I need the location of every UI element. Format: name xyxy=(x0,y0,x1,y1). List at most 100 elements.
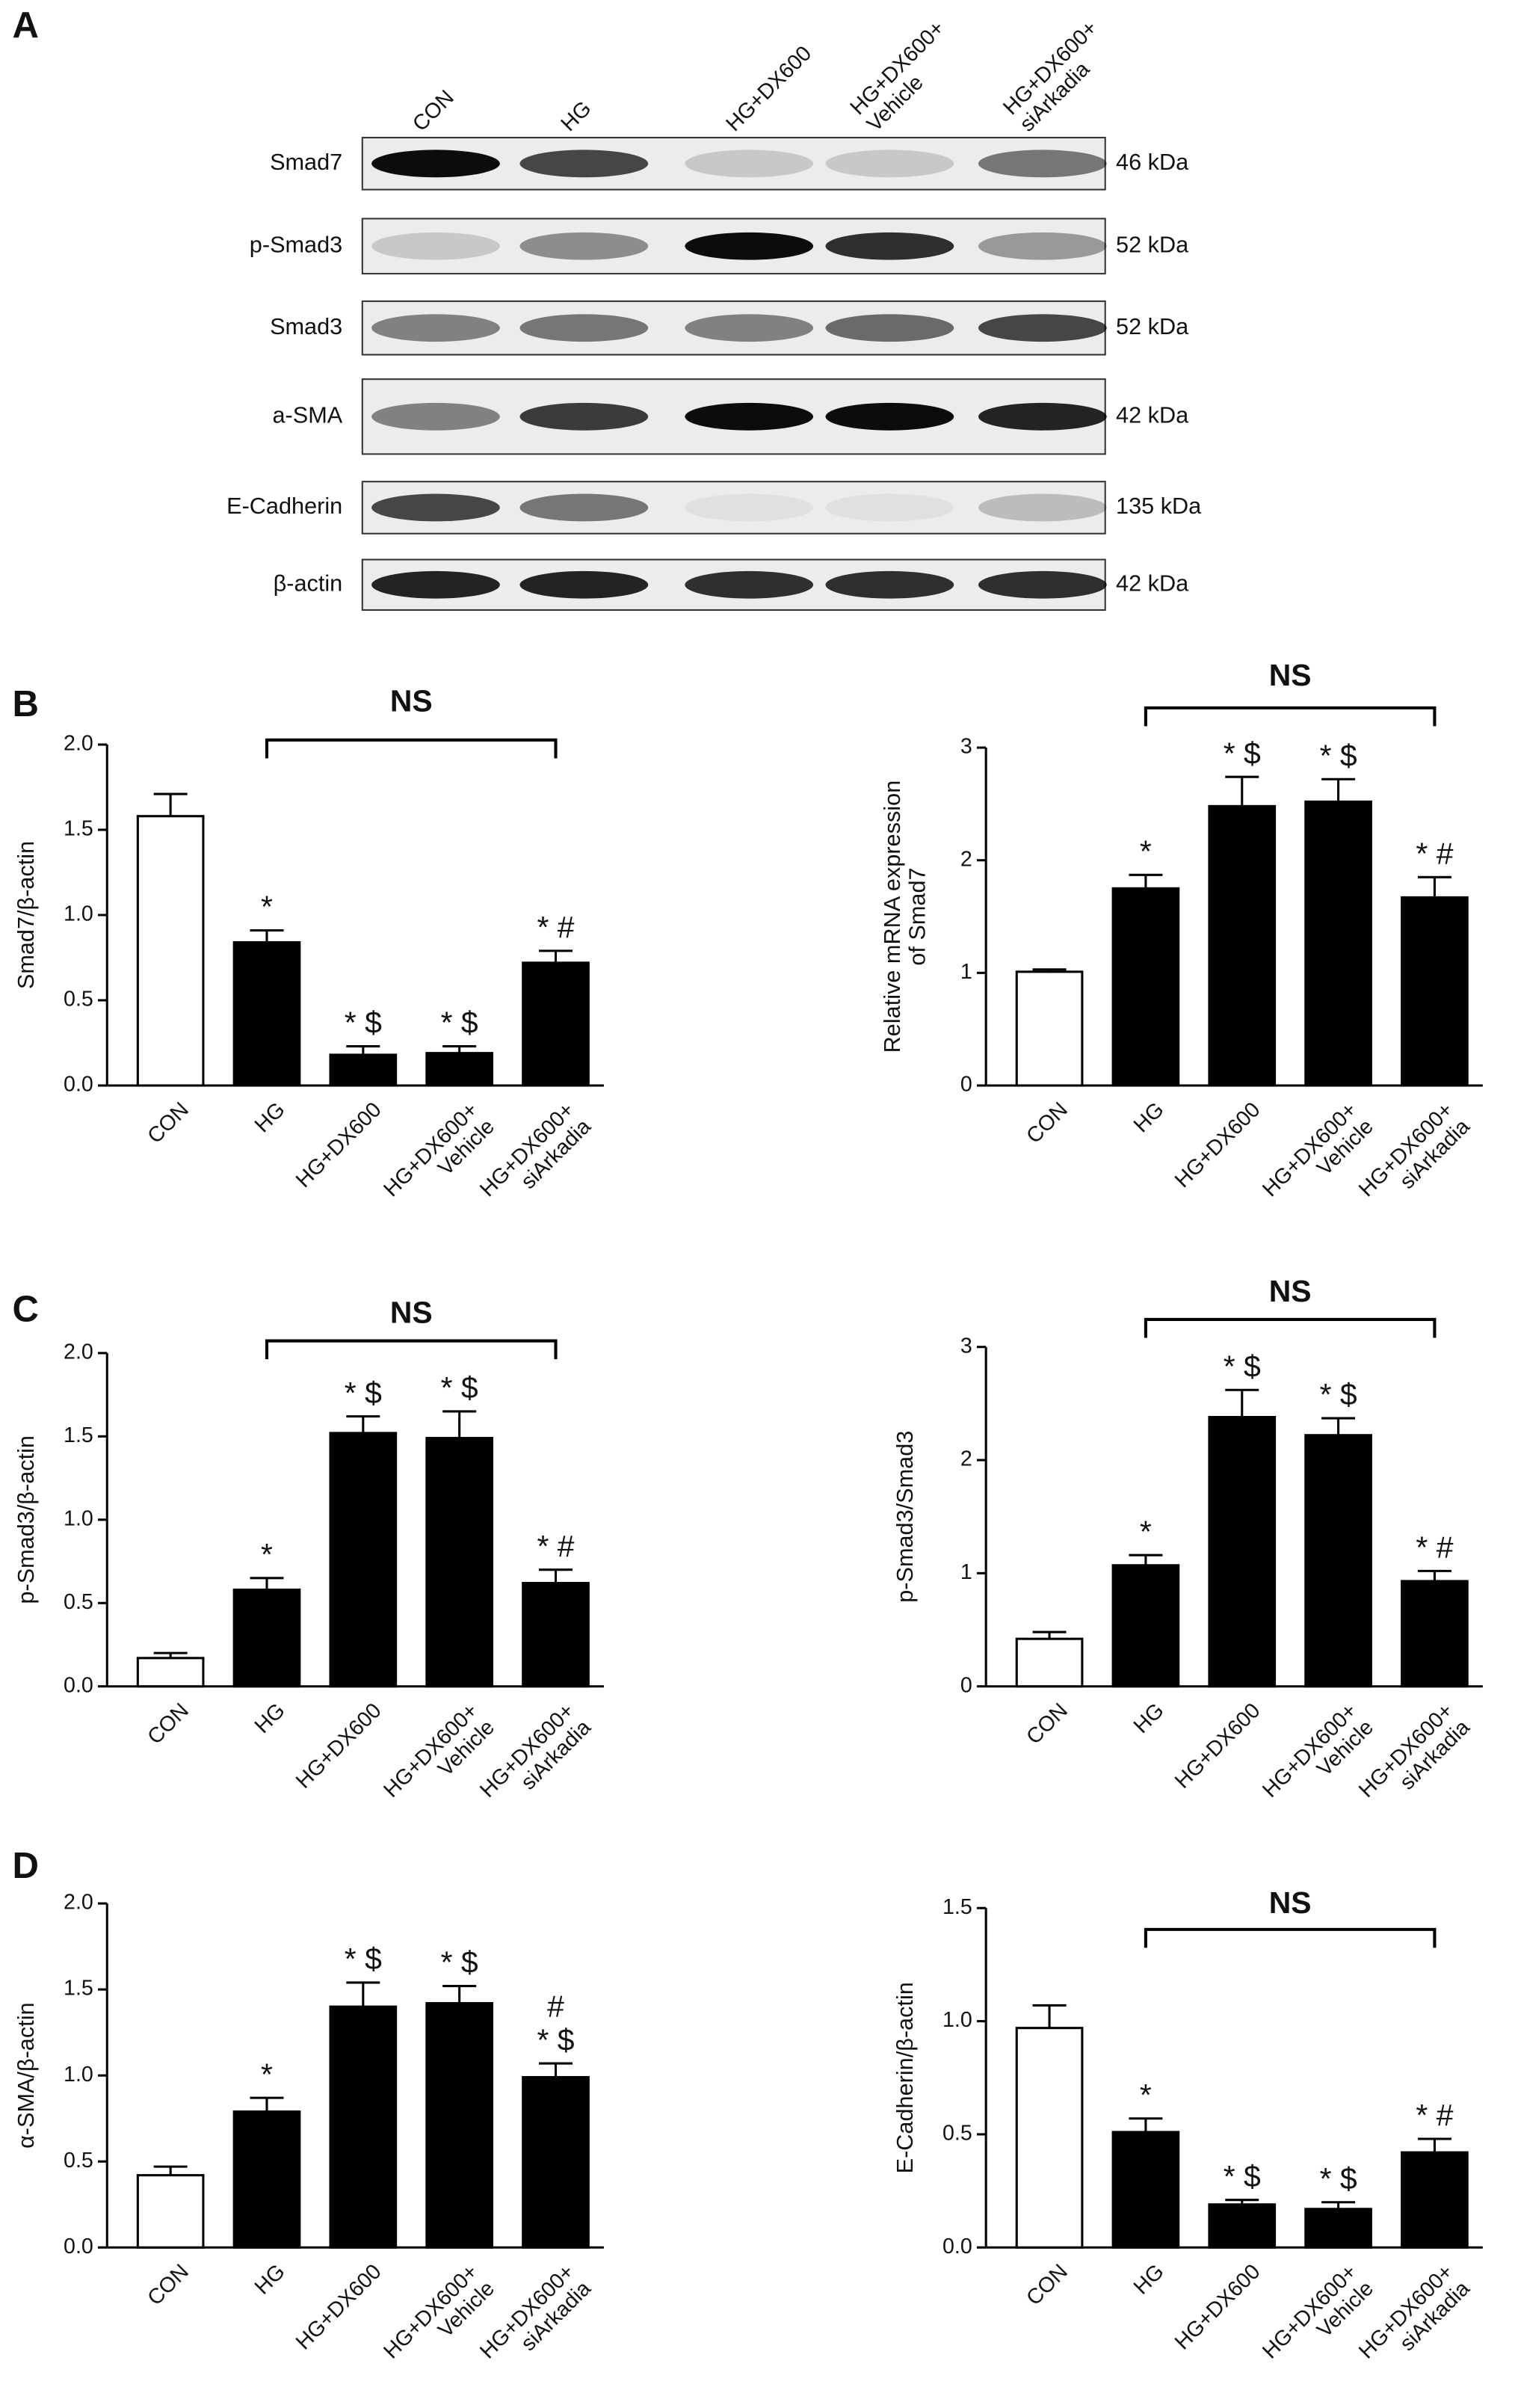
bar xyxy=(1304,800,1372,1087)
bracket-label: NS xyxy=(1269,658,1312,692)
x-tick-label: HG+DX600+Vehicle xyxy=(1258,1097,1378,1218)
x-tick-label: HG+DX600 xyxy=(1170,1699,1265,1793)
blot-band xyxy=(978,493,1107,522)
significance-label: * $ xyxy=(441,1370,478,1405)
significance-label: * xyxy=(261,890,273,924)
blot-band xyxy=(978,150,1107,178)
significance-label: * $ xyxy=(1224,2159,1261,2193)
size-label: 52 kDa xyxy=(1116,232,1189,257)
y-tick-label: 1.5 xyxy=(942,1895,972,1919)
y-tick-label: 0.0 xyxy=(942,2235,972,2258)
significance-label: * $ xyxy=(345,1006,382,1040)
blot-band xyxy=(519,314,649,342)
bar xyxy=(425,2002,494,2249)
x-tick-label: HG+DX600+Vehicle xyxy=(379,2260,499,2380)
blot-band xyxy=(685,570,814,599)
x-tick-label: HG+DX600+siArkadia xyxy=(1354,1699,1475,1819)
y-tick-label: 1.5 xyxy=(64,1977,93,2001)
y-tick-label: 0 xyxy=(960,1673,972,1697)
protein-label: E-Cadherin xyxy=(226,493,342,519)
y-tick-label: 1.0 xyxy=(64,2063,93,2087)
bar xyxy=(522,961,590,1087)
x-tick-label: HG+DX600+siArkadia xyxy=(475,1699,596,1819)
size-label: 135 kDa xyxy=(1116,493,1202,519)
significance-label: * $ xyxy=(345,1376,382,1410)
blot-band xyxy=(825,493,954,522)
bracket-label: NS xyxy=(1269,1885,1312,1920)
blot-band xyxy=(371,570,500,599)
blot-band xyxy=(519,150,649,178)
x-tick-label: HG+DX600 xyxy=(1170,2260,1265,2355)
bar xyxy=(1111,1564,1180,1688)
y-tick-label: 3 xyxy=(960,735,972,759)
lane-label: CON xyxy=(408,85,459,136)
y-tick-label: 0.5 xyxy=(64,2149,93,2173)
y-tick-label: 0.5 xyxy=(942,2121,972,2145)
bar xyxy=(136,815,205,1087)
size-label: 42 kDa xyxy=(1116,570,1189,596)
blot-band xyxy=(519,570,649,599)
lane-label: HG+DX600+siArkadia xyxy=(999,16,1119,136)
bracket-label: NS xyxy=(390,684,433,718)
blot-band xyxy=(371,232,500,260)
x-tick-label: CON xyxy=(1022,1699,1073,1749)
bar xyxy=(1015,2027,1084,2249)
y-axis-label: E-Cadherin/β-actin xyxy=(892,1982,918,2173)
significance-label: * $ xyxy=(1224,736,1261,770)
y-tick-label: 1 xyxy=(960,960,972,984)
x-tick-label: HG+DX600+siArkadia xyxy=(1354,2260,1475,2380)
blot-band xyxy=(519,493,649,522)
y-tick-label: 1.5 xyxy=(64,1423,93,1447)
protein-label: Smad7 xyxy=(270,150,342,175)
panel-label: A xyxy=(12,5,38,46)
significance-bracket xyxy=(1144,1927,1437,1948)
x-tick-label: HG xyxy=(250,2260,290,2300)
significance-label: * # xyxy=(537,910,574,944)
x-tick-label: HG xyxy=(1129,1699,1169,1738)
y-tick-label: 0.0 xyxy=(64,1673,93,1697)
x-tick-label: CON xyxy=(1022,2260,1073,2311)
blot-band xyxy=(825,402,954,431)
bar xyxy=(136,1657,205,1688)
significance-label: * xyxy=(1140,1514,1152,1548)
y-tick-label: 0.5 xyxy=(64,988,93,1011)
bracket-label: NS xyxy=(390,1296,433,1330)
y-tick-label: 0 xyxy=(960,1073,972,1097)
blot-band xyxy=(371,493,500,522)
significance-label: * # xyxy=(1416,836,1453,870)
significance-label: * # xyxy=(537,1529,574,1563)
blot-band xyxy=(371,402,500,431)
y-axis-label: p-Smad3/Smad3 xyxy=(892,1431,918,1603)
blot-band xyxy=(519,402,649,431)
x-tick-label: CON xyxy=(143,1097,194,1148)
y-axis-label: α-SMA/β-actin xyxy=(13,2002,39,2148)
lane-label: HG+DX600+Vehicle xyxy=(845,16,966,136)
significance-bracket xyxy=(265,1339,558,1360)
blot-band xyxy=(371,314,500,342)
y-tick-label: 0.0 xyxy=(64,2235,93,2258)
blot-band xyxy=(978,232,1107,260)
y-tick-label: 2.0 xyxy=(64,1340,93,1364)
significance-label: * xyxy=(1140,834,1152,868)
panel-label: C xyxy=(12,1290,38,1330)
significance-label: * $ xyxy=(1320,2161,1357,2196)
significance-label: * # xyxy=(1416,1530,1453,1565)
bar xyxy=(136,2174,205,2249)
bar xyxy=(1111,2131,1180,2249)
significance-label: * $ xyxy=(1320,738,1357,772)
panel-label: B xyxy=(12,684,38,724)
lane-label: HG+DX600 xyxy=(721,41,816,136)
significance-bracket xyxy=(1144,706,1437,727)
y-tick-label: 1.0 xyxy=(64,902,93,926)
bar xyxy=(1401,896,1469,1087)
bar xyxy=(425,1437,494,1688)
blot-band xyxy=(685,314,814,342)
x-tick-label: HG xyxy=(250,1097,290,1137)
significance-label: * xyxy=(261,1537,273,1571)
x-tick-label: HG+DX600 xyxy=(291,2260,386,2355)
x-tick-label: HG+DX600 xyxy=(291,1699,386,1793)
blot-band xyxy=(825,150,954,178)
y-tick-label: 0.5 xyxy=(64,1590,93,1614)
x-tick-label: HG+DX600 xyxy=(291,1097,386,1192)
